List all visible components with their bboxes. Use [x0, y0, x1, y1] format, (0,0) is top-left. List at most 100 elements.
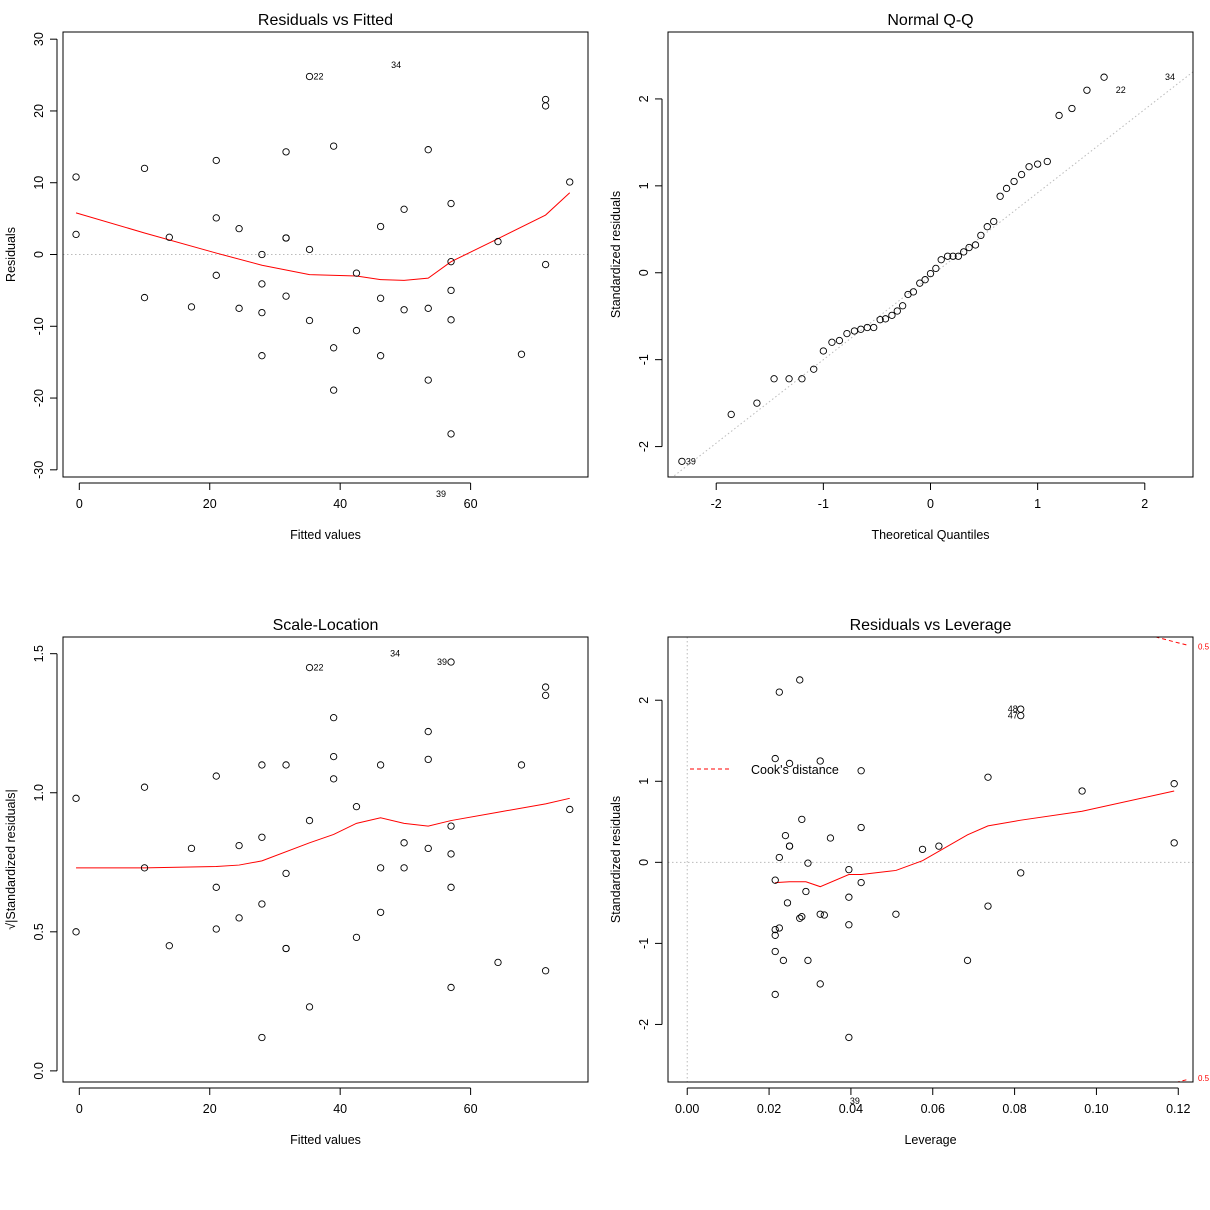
data-point: [816, 980, 824, 988]
x-tick-label: -2: [711, 497, 722, 511]
data-point: [212, 925, 220, 933]
data-point: [447, 658, 455, 666]
y-tick-label: 10: [32, 176, 46, 190]
data-point: [937, 256, 945, 264]
data-point: [1127, 0, 1133, 3]
data-point: [165, 942, 173, 950]
data-point: [541, 691, 550, 700]
data-point: [330, 142, 338, 150]
data-point: [857, 878, 865, 887]
point-label: 39: [850, 1096, 860, 1106]
smoother-line: [75, 192, 571, 281]
data-point: [845, 1033, 853, 1042]
data-point: [424, 304, 432, 312]
data-point: [282, 944, 290, 953]
data-point: [850, 327, 859, 335]
data-point: [140, 864, 149, 872]
x-tick-label: 60: [464, 497, 478, 511]
data-point: [921, 276, 929, 284]
x-tick-label: 60: [464, 1102, 478, 1116]
data-point: [876, 316, 884, 324]
data-point: [258, 761, 266, 769]
data-point: [305, 245, 314, 254]
data-point: [352, 933, 361, 942]
data-point: [352, 269, 361, 277]
cooks-distance-upper-label: 0.5: [1198, 642, 1210, 651]
data-point: [888, 311, 896, 319]
x-tick-label: 0.10: [1084, 1102, 1108, 1116]
data-point: [1025, 163, 1033, 171]
data-point: [258, 833, 266, 841]
data-point: [909, 288, 918, 296]
y-tick-label: -10: [32, 317, 46, 335]
data-point: [779, 956, 788, 965]
data-point: [826, 834, 835, 842]
data-point: [802, 887, 810, 896]
data-point: [400, 205, 408, 213]
x-tick-label: 0: [76, 1102, 83, 1116]
point-label: 34: [1165, 72, 1175, 82]
data-point: [517, 350, 526, 358]
y-tick-label: 1: [637, 182, 651, 189]
data-point: [1010, 177, 1018, 186]
data-point: [835, 336, 844, 345]
data-point: [771, 947, 779, 956]
data-point: [828, 338, 836, 346]
plot-title: Scale-Location: [273, 617, 379, 634]
data-point: [447, 430, 455, 438]
data-point: [235, 304, 243, 312]
y-tick-label: 1.0: [32, 784, 46, 801]
data-point: [781, 831, 790, 840]
plot-frame: [667, 636, 1194, 1083]
data-point: [352, 803, 361, 811]
data-point: [187, 303, 196, 311]
data-point: [541, 683, 550, 691]
x-tick-label: -1: [818, 497, 829, 511]
cooks-distance-lower-label: 0.5: [1198, 1074, 1210, 1083]
data-point: [212, 156, 220, 165]
data-point: [566, 805, 574, 814]
x-tick-label: 0.06: [921, 1102, 945, 1116]
data-point: [845, 893, 853, 901]
data-point: [965, 243, 973, 252]
data-point: [235, 225, 243, 233]
data-point: [447, 822, 455, 830]
plot-area: [63, 72, 588, 438]
x-tick-label: 0: [76, 497, 83, 511]
y-tick-label: -1: [637, 938, 651, 949]
data-point: [72, 173, 80, 181]
x-axis: -2 -1 0 1 2: [711, 482, 1148, 511]
data-point: [1170, 780, 1178, 788]
data-point: [990, 217, 998, 226]
data-point: [771, 754, 779, 763]
point-label: 47: [1008, 711, 1018, 721]
data-point: [517, 761, 526, 769]
y-tick-label: 0: [637, 269, 651, 276]
plot-area: [671, 0, 1193, 477]
x-tick-label: 0.02: [757, 1102, 781, 1116]
data-point: [935, 842, 943, 850]
data-point: [541, 102, 550, 110]
plot-title: Residuals vs Fitted: [258, 12, 393, 29]
data-point: [771, 876, 779, 884]
data-point: [305, 316, 314, 325]
data-point: [770, 375, 778, 383]
y-axis-label: Standardized residuals: [609, 796, 623, 923]
data-point: [926, 269, 935, 278]
data-point: [447, 286, 455, 295]
point-label: 22: [314, 72, 324, 82]
data-point: [258, 308, 266, 317]
data-point: [424, 146, 432, 154]
data-point: [971, 241, 980, 249]
data-point: [447, 983, 455, 992]
y-tick-label: -20: [32, 389, 46, 407]
data-point: [727, 410, 735, 419]
data-point: [258, 250, 266, 259]
x-tick-label: 0: [927, 497, 934, 511]
x-tick-label: 40: [333, 1102, 347, 1116]
data-point: [785, 842, 794, 850]
data-point: [72, 928, 80, 936]
data-point: [447, 199, 455, 208]
point-label: 39: [437, 657, 447, 667]
